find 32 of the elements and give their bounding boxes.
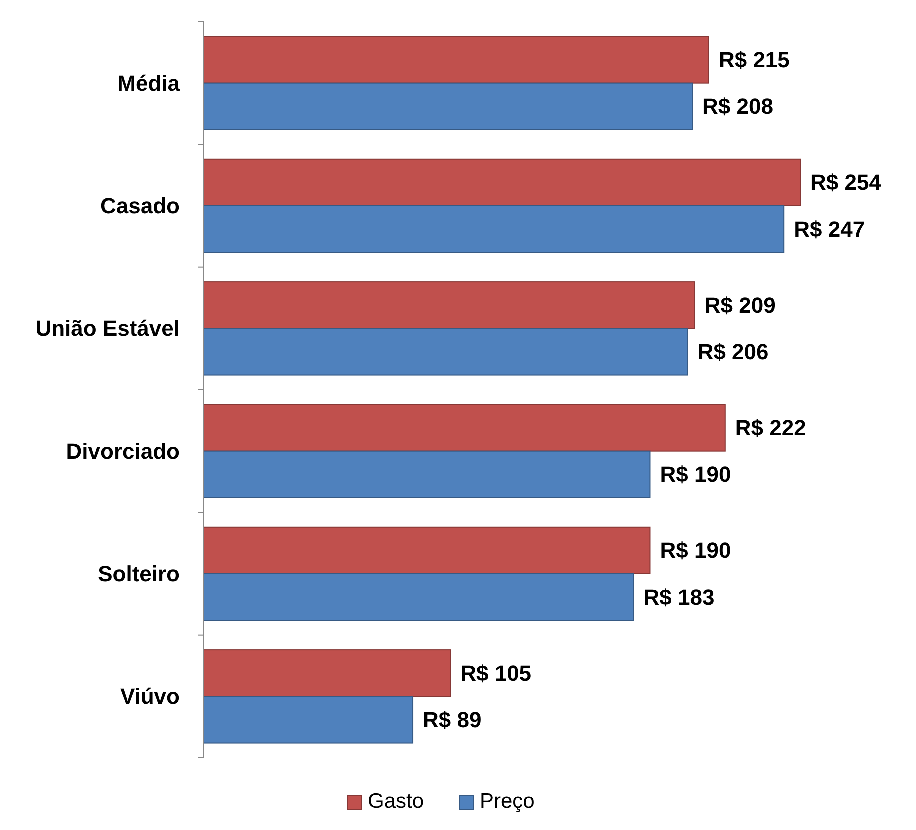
- y-tick-label: Divorciado: [66, 438, 180, 464]
- y-tick-label: Média: [118, 70, 181, 96]
- data-label: R$ 190: [660, 462, 732, 488]
- bar: [204, 696, 414, 744]
- legend-label: Preço: [480, 790, 535, 813]
- data-label: R$ 254: [810, 170, 882, 196]
- data-label: R$ 215: [718, 48, 790, 73]
- data-label: R$ 183: [644, 584, 715, 610]
- bar: [204, 574, 634, 622]
- y-tick-label: Viúvo: [120, 684, 180, 710]
- data-label: R$ 190: [660, 538, 732, 564]
- bar: [204, 650, 452, 698]
- y-tick-label: Casado: [100, 194, 180, 218]
- data-label: R$ 206: [698, 339, 769, 364]
- bar: [204, 328, 688, 376]
- bar: [204, 36, 710, 84]
- bar: [204, 206, 785, 254]
- data-label: R$ 89: [423, 707, 482, 732]
- bar: [204, 282, 696, 330]
- y-tick-label: União Estável: [36, 316, 180, 342]
- data-label: R$ 208: [702, 94, 774, 120]
- bar: [204, 82, 694, 130]
- y-tick-label: Solteiro: [98, 562, 180, 586]
- data-label: R$ 222: [735, 416, 806, 441]
- data-label: R$ 105: [460, 660, 532, 686]
- bar: [204, 526, 651, 574]
- bar: [204, 404, 726, 452]
- bar: [204, 450, 651, 498]
- data-label: R$ 247: [794, 216, 866, 242]
- legend-label: Gasto: [368, 790, 424, 813]
- bar: [204, 158, 802, 206]
- data-label: R$ 209: [704, 292, 776, 318]
